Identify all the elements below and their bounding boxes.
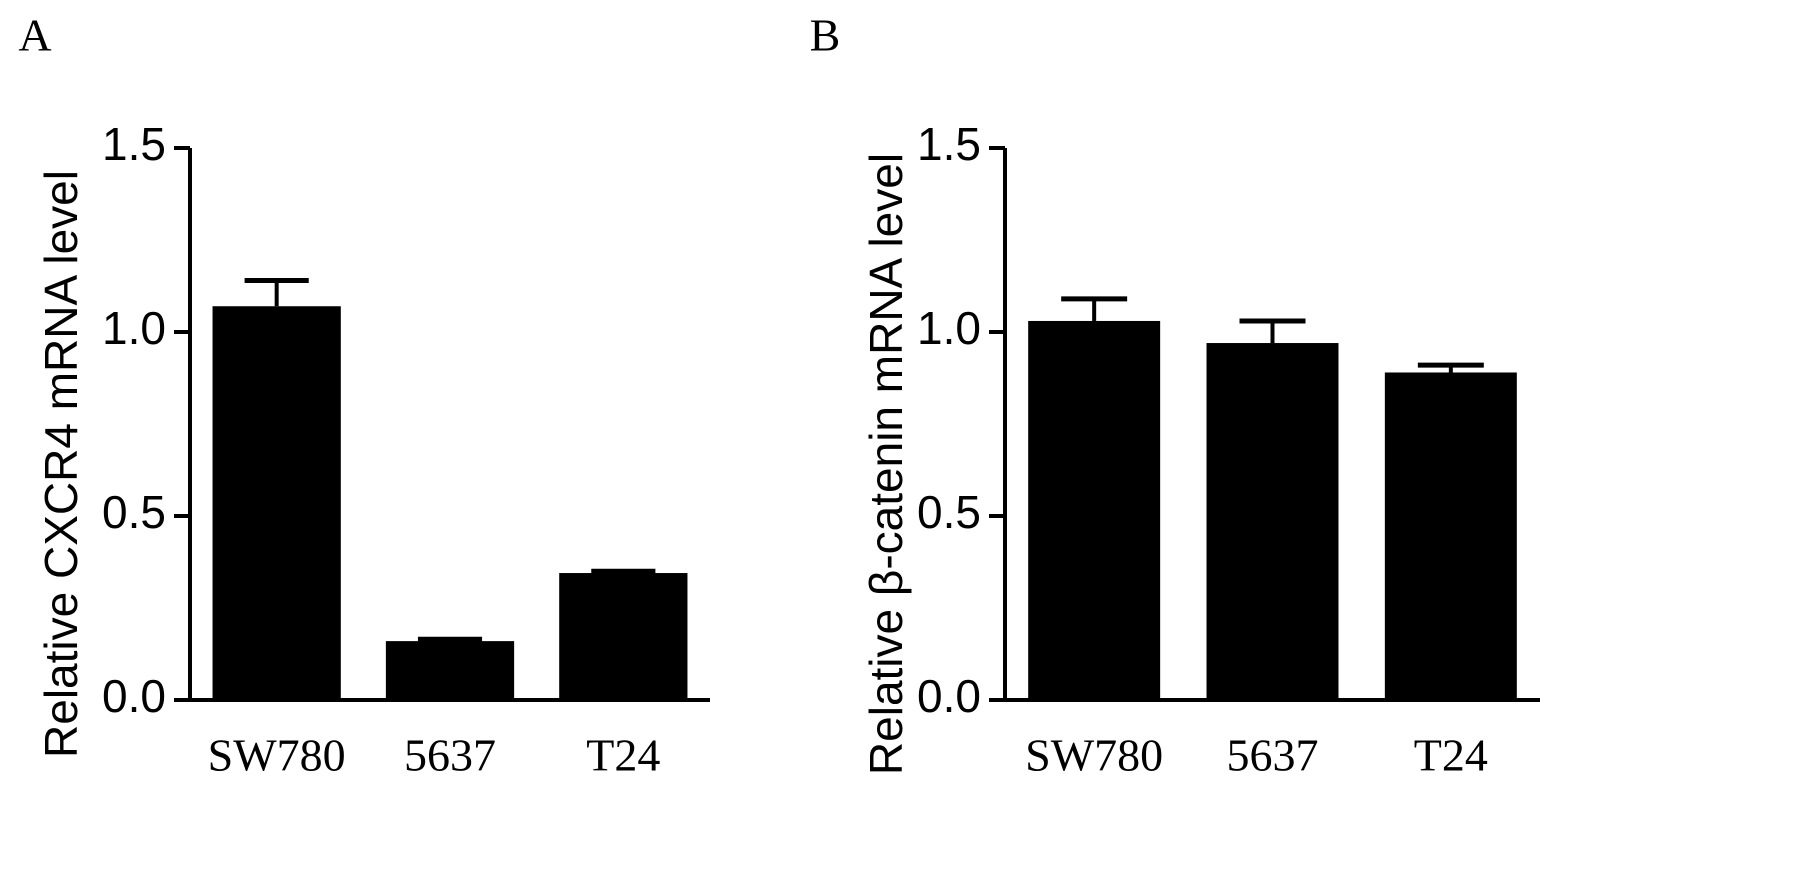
bar [1206, 343, 1339, 700]
panel-label: B [810, 10, 841, 61]
x-tick-label: 5637 [1227, 730, 1319, 781]
y-tick-label: 1.5 [917, 118, 981, 170]
y-axis-label: Relative CXCR4 mRNA level [35, 170, 87, 758]
bar [385, 641, 515, 700]
x-tick-label: 5637 [404, 730, 496, 781]
panel-label: A [18, 10, 51, 61]
x-tick-label: SW780 [208, 730, 346, 781]
y-tick-label: 1.5 [102, 118, 166, 170]
y-tick-label: 0.5 [102, 486, 166, 538]
y-tick-label: 0.5 [917, 486, 981, 538]
bar [212, 306, 341, 700]
y-tick-label: 0.0 [102, 670, 166, 722]
x-tick-label: T24 [1414, 730, 1488, 781]
bar [559, 573, 688, 700]
y-tick-label: 1.0 [917, 302, 981, 354]
y-axis-label: Relative β-catenin mRNA level [860, 153, 912, 775]
bar [1384, 372, 1517, 700]
y-tick-label: 0.0 [917, 670, 981, 722]
x-tick-label: SW780 [1025, 730, 1163, 781]
y-tick-label: 1.0 [102, 302, 166, 354]
x-tick-label: T24 [586, 730, 660, 781]
bar [1028, 320, 1161, 700]
